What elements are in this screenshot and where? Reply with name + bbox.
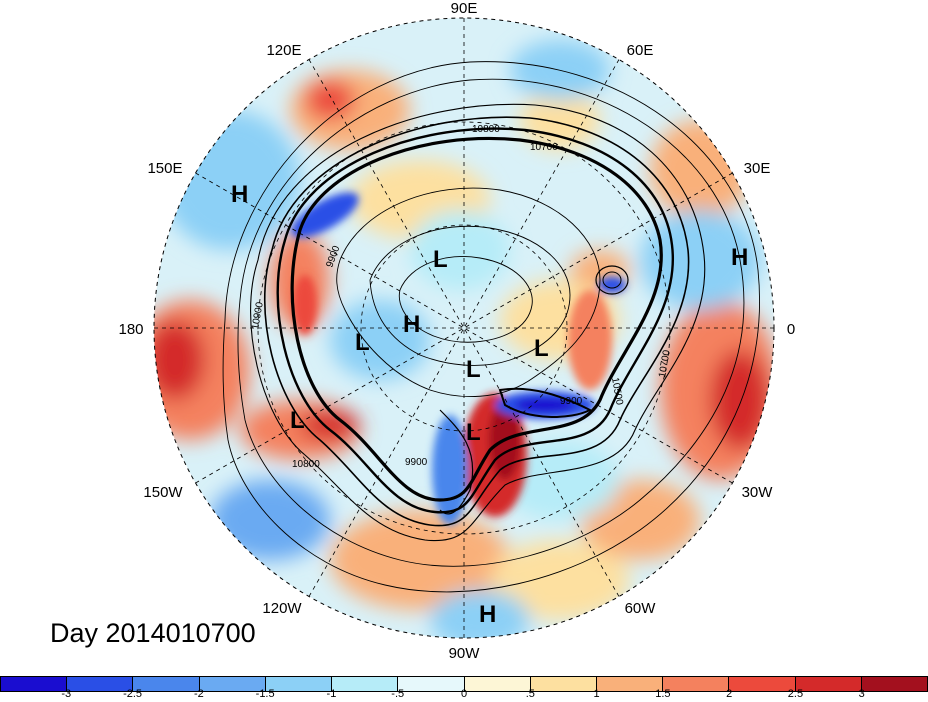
colorbar-segment	[795, 677, 862, 691]
low-pressure-marker: L	[466, 356, 481, 383]
longitude-labels: 90E 60E 30E 0 30W 60W 90W 120W 150W 180 …	[118, 0, 795, 662]
colorbar-segment	[861, 677, 928, 691]
colorbar-tick-label: -1.5	[255, 688, 275, 700]
colorbar-tick-label: 0	[460, 688, 468, 700]
svg-text:10900: 10900	[250, 301, 266, 331]
colorbar-segment	[398, 677, 465, 691]
low-pressure-marker: L	[433, 246, 448, 273]
svg-text:10800: 10800	[472, 124, 500, 135]
svg-text:30E: 30E	[744, 160, 771, 177]
colorbar-segment	[1, 677, 68, 691]
contour-labels: 10800 10700 9900 9900 10500 10700 10900 …	[250, 124, 673, 470]
map-boundary	[153, 17, 775, 639]
svg-text:9900: 9900	[560, 396, 583, 407]
svg-text:10800: 10800	[292, 459, 320, 470]
low-pressure-marker: L	[355, 329, 370, 356]
graticule	[154, 18, 774, 638]
colorbar-segment	[67, 677, 134, 691]
svg-text:60E: 60E	[627, 42, 654, 59]
low-pressure-marker: L	[534, 335, 549, 362]
colorbar-labels: -3 -2.5 -2 -1.5 -1 -.5 0 .5 1 1.5 2 2.5 3	[0, 688, 928, 702]
colorbar-tick-label: .5	[525, 688, 535, 700]
pressure-centers: H H H H L L L L L L	[231, 181, 748, 628]
colorbar-segment	[729, 677, 796, 691]
svg-text:90W: 90W	[449, 645, 481, 662]
colorbar-tick-label: 1	[593, 688, 600, 700]
colorbar-tick-label: -2	[193, 688, 204, 700]
svg-text:30W: 30W	[742, 484, 774, 501]
svg-text:150W: 150W	[143, 484, 183, 501]
height-contours	[222, 61, 760, 593]
low-pressure-marker: L	[466, 419, 481, 446]
colorbar	[0, 676, 928, 692]
high-pressure-marker: H	[731, 244, 748, 271]
colorbar-segment	[663, 677, 730, 691]
svg-text:10700: 10700	[657, 349, 673, 379]
colorbar-tick-label: 1.5	[655, 688, 671, 700]
svg-text:180: 180	[118, 321, 143, 338]
colorbar-segment	[332, 677, 399, 691]
svg-text:9900: 9900	[405, 457, 428, 468]
svg-text:10700: 10700	[530, 142, 558, 153]
colorbar-tick-label: -1	[326, 688, 337, 700]
svg-text:0: 0	[787, 321, 795, 338]
colorbar-tick-label: -.5	[391, 688, 405, 700]
colorbar-tick-label: -2.5	[123, 688, 143, 700]
colorbar-tick-label: 2.5	[787, 688, 804, 700]
colorbar-segment	[596, 677, 664, 691]
colorbar-tick-label: 2	[726, 688, 733, 700]
colorbar-segment	[464, 677, 531, 691]
colorbar-segment	[265, 677, 333, 691]
low-pressure-marker: L	[290, 407, 305, 434]
high-pressure-marker: H	[403, 311, 420, 338]
svg-text:120W: 120W	[262, 600, 302, 617]
svg-text:150E: 150E	[147, 160, 182, 177]
svg-text:120E: 120E	[266, 42, 301, 59]
anomaly-field	[154, 18, 774, 638]
colorbar-segment	[199, 677, 266, 691]
colorbar-tick-label: -3	[61, 688, 72, 700]
colorbar-tick-label: 3	[858, 688, 865, 700]
svg-text:10500: 10500	[609, 377, 625, 407]
svg-text:60W: 60W	[625, 600, 657, 617]
colorbar-segment	[530, 677, 597, 691]
colorbar-segment	[133, 677, 200, 691]
map-title: Day 2014010700	[50, 618, 256, 648]
svg-text:90E: 90E	[451, 0, 478, 17]
high-pressure-marker: H	[479, 601, 496, 628]
high-pressure-marker: H	[231, 181, 248, 208]
